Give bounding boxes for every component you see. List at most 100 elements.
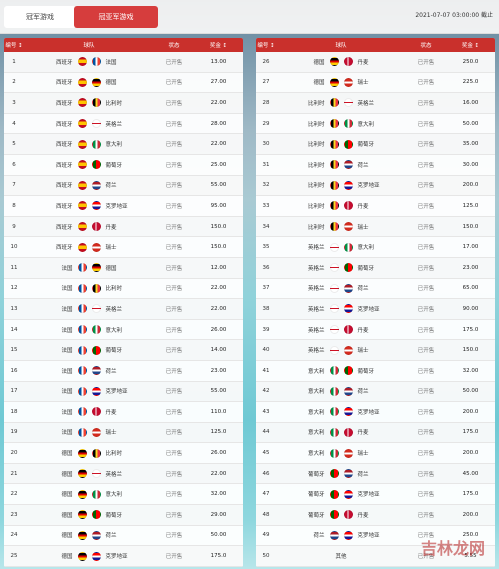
team-a-name: 意大利 xyxy=(307,368,325,375)
match-teams: 英格兰 葡萄牙 xyxy=(276,263,406,273)
table-row[interactable]: 34 比利时 瑞士 已开售 150.0 xyxy=(256,216,495,238)
table-row[interactable]: 7 西班牙 荷兰 已开售 55.00 xyxy=(4,175,243,197)
table-row[interactable]: 48 葡萄牙 丹麦 已开售 200.0 xyxy=(256,505,495,526)
team-b-name: 丹麦 xyxy=(105,224,117,231)
team-a-name: 德国 xyxy=(61,554,73,561)
match-teams: 西班牙 丹麦 xyxy=(24,222,154,232)
table-row[interactable]: 6 西班牙 葡萄牙 已开售 25.00 xyxy=(4,154,243,176)
team-b-flag-icon xyxy=(343,469,353,479)
deadline-timestamp: 2021-07-07 03:00:00 截止 xyxy=(415,12,493,19)
table-row[interactable]: 1 西班牙 法国 已开售 13.00 xyxy=(4,52,243,73)
table-row[interactable]: 9 西班牙 丹麦 已开售 150.0 xyxy=(4,216,243,238)
table-row[interactable]: 2 西班牙 德国 已开售 27.00 xyxy=(4,72,243,94)
odds-value: 175.0 xyxy=(462,429,479,436)
status-label: 已开售 xyxy=(417,80,435,87)
table-row[interactable]: 47 葡萄牙 克罗地亚 已开售 175.0 xyxy=(256,484,495,506)
table-row[interactable]: 45 意大利 瑞士 已开售 200.0 xyxy=(256,443,495,464)
table-row[interactable]: 46 葡萄牙 荷兰 已开售 45.00 xyxy=(256,463,495,485)
table-row[interactable]: 26 德国 丹麦 已开售 250.0 xyxy=(256,52,495,73)
table-row[interactable]: 44 意大利 丹麦 已开售 175.0 xyxy=(256,422,495,444)
table-row[interactable]: 18 法国 丹麦 已开售 110.0 xyxy=(4,402,243,423)
table-row[interactable]: 20 德国 比利时 已开售 26.00 xyxy=(4,443,243,464)
team-a-flag-icon xyxy=(77,160,87,170)
table-row[interactable]: 8 西班牙 克罗地亚 已开售 95.00 xyxy=(4,196,243,217)
table-row[interactable]: 30 比利时 葡萄牙 已开售 35.00 xyxy=(256,134,495,155)
team-a-flag-icon xyxy=(329,427,339,437)
team-b-flag-icon xyxy=(91,222,101,232)
team-b-name: 瑞士 xyxy=(357,224,369,231)
table-row[interactable]: 38 英格兰 克罗地亚 已开售 90.00 xyxy=(256,299,495,320)
match-teams: 英格兰 荷兰 xyxy=(276,283,406,293)
odds-value: 14.00 xyxy=(210,347,227,354)
status-label: 已开售 xyxy=(417,286,435,293)
row-id: 7 xyxy=(12,182,16,189)
status-label: 已开售 xyxy=(165,492,183,499)
odds-value: 175.0 xyxy=(462,491,479,498)
header-odds[interactable]: 奖金 ↕ xyxy=(209,43,228,49)
team-b-name: 葡萄牙 xyxy=(357,368,375,375)
odds-value: 22.00 xyxy=(210,470,227,477)
team-a-flag-icon xyxy=(77,407,87,417)
table-row[interactable]: 14 法国 意大利 已开售 26.00 xyxy=(4,319,243,341)
table-row[interactable]: 42 意大利 荷兰 已开售 50.00 xyxy=(256,381,495,403)
table-row[interactable]: 39 英格兰 丹麦 已开售 175.0 xyxy=(256,319,495,341)
match-teams: 葡萄牙 丹麦 xyxy=(276,510,406,520)
match-teams: 意大利 克罗地亚 xyxy=(276,407,406,417)
team-a-name: 德国 xyxy=(61,471,73,478)
row-id: 18 xyxy=(10,408,18,415)
team-b-flag-icon xyxy=(343,530,353,540)
tab-champion-runner-up[interactable]: 冠亚军游戏 xyxy=(74,6,158,28)
table-row[interactable]: 4 西班牙 英格兰 已开售 28.00 xyxy=(4,113,243,135)
table-row[interactable]: 17 法国 克罗地亚 已开售 55.00 xyxy=(4,381,243,403)
table-row[interactable]: 50 其他 已开售 5.55 xyxy=(256,546,495,567)
header-odds[interactable]: 奖金 ↕ xyxy=(461,43,480,49)
table-row[interactable]: 13 法国 英格兰 已开售 22.00 xyxy=(4,299,243,320)
table-row[interactable]: 37 英格兰 荷兰 已开售 65.00 xyxy=(256,278,495,300)
row-id: 33 xyxy=(262,202,270,209)
table-row[interactable]: 16 法国 荷兰 已开售 23.00 xyxy=(4,360,243,382)
table-row[interactable]: 33 比利时 丹麦 已开售 125.0 xyxy=(256,196,495,217)
match-teams: 西班牙 法国 xyxy=(24,57,154,67)
team-b-name: 意大利 xyxy=(357,245,375,252)
status-label: 已开售 xyxy=(165,368,183,375)
table-row[interactable]: 10 西班牙 瑞士 已开售 150.0 xyxy=(4,237,243,258)
table-row[interactable]: 3 西班牙 比利时 已开售 22.00 xyxy=(4,93,243,114)
team-b-name: 克罗地亚 xyxy=(105,554,128,561)
match-teams: 德国 英格兰 xyxy=(24,469,154,479)
table-row[interactable]: 32 比利时 克罗地亚 已开售 200.0 xyxy=(256,175,495,197)
table-row[interactable]: 31 比利时 荷兰 已开售 30.00 xyxy=(256,154,495,176)
table-row[interactable]: 29 比利时 意大利 已开售 50.00 xyxy=(256,113,495,135)
table-row[interactable]: 49 荷兰 克罗地亚 已开售 250.0 xyxy=(256,525,495,547)
team-a-name: 德国 xyxy=(61,533,73,540)
header-id[interactable]: 编号 ↕ xyxy=(257,43,275,49)
table-row[interactable]: 25 德国 克罗地亚 已开售 175.0 xyxy=(4,546,243,567)
table-row[interactable]: 5 西班牙 意大利 已开售 22.00 xyxy=(4,134,243,155)
odds-value: 35.00 xyxy=(462,141,479,148)
team-a-name: 西班牙 xyxy=(55,59,73,66)
table-row[interactable]: 21 德国 英格兰 已开售 22.00 xyxy=(4,463,243,485)
table-row[interactable]: 19 法国 瑞士 已开售 125.0 xyxy=(4,422,243,444)
odds-value: 55.00 xyxy=(210,388,227,395)
table-row[interactable]: 23 德国 葡萄牙 已开售 29.00 xyxy=(4,505,243,526)
table-row[interactable]: 22 德国 意大利 已开售 32.00 xyxy=(4,484,243,506)
tab-champion[interactable]: 冠军游戏 xyxy=(4,6,76,28)
match-teams: 比利时 丹麦 xyxy=(276,201,406,211)
table-row[interactable]: 40 英格兰 瑞士 已开售 150.0 xyxy=(256,340,495,361)
row-id: 3 xyxy=(12,99,16,106)
table-row[interactable]: 28 比利时 英格兰 已开售 16.00 xyxy=(256,93,495,114)
table-row[interactable]: 36 英格兰 葡萄牙 已开售 23.00 xyxy=(256,257,495,279)
match-teams: 比利时 克罗地亚 xyxy=(276,180,406,190)
table-row[interactable]: 11 法国 德国 已开售 12.00 xyxy=(4,257,243,279)
table-row[interactable]: 24 德国 荷兰 已开售 50.00 xyxy=(4,525,243,547)
row-id: 9 xyxy=(12,223,16,230)
table-row[interactable]: 27 德国 瑞士 已开售 225.0 xyxy=(256,72,495,94)
table-row[interactable]: 12 法国 比利时 已开售 22.00 xyxy=(4,278,243,300)
table-row[interactable]: 41 意大利 葡萄牙 已开售 32.00 xyxy=(256,360,495,382)
table-row[interactable]: 15 法国 葡萄牙 已开售 14.00 xyxy=(4,340,243,361)
header-id[interactable]: 编号 ↕ xyxy=(5,43,23,49)
team-b-flag-icon xyxy=(91,57,101,67)
team-b-name: 比利时 xyxy=(105,286,123,293)
table-row[interactable]: 35 英格兰 意大利 已开售 17.00 xyxy=(256,237,495,258)
table-row[interactable]: 43 意大利 克罗地亚 已开售 200.0 xyxy=(256,402,495,423)
team-a-flag-icon xyxy=(77,242,87,252)
